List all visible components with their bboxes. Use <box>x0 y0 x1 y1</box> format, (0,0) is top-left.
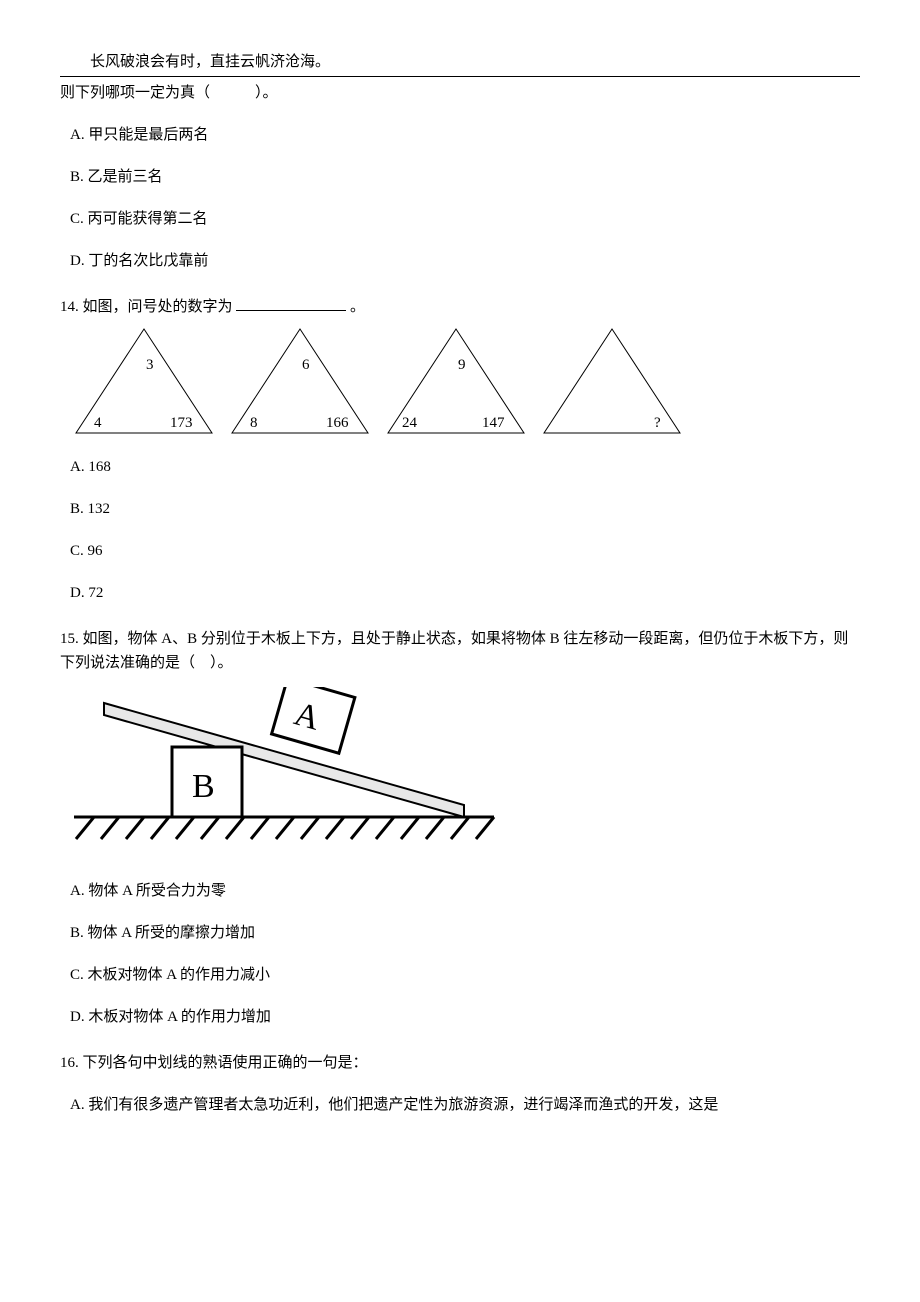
q15-option-b: B. 物体 A 所受的摩擦力增加 <box>70 921 860 945</box>
q14-option-c: C. 96 <box>70 539 860 563</box>
q16-option-a: A. 我们有很多遗产管理者太急功近利，他们把遗产定性为旅游资源，进行竭泽而渔式的… <box>70 1093 860 1117</box>
q15-stem: 15. 如图，物体 A、B 分别位于木板上下方，且处于静止状态，如果将物体 B … <box>60 627 860 675</box>
q13-option-b: B. 乙是前三名 <box>70 165 860 189</box>
tri1-right: 173 <box>170 411 193 435</box>
q14-stem: 14. 如图，问号处的数字为 。 <box>60 295 860 319</box>
triangle-shape <box>70 325 218 437</box>
triangle-shape <box>538 325 686 437</box>
q14-stem-suffix: 。 <box>350 299 365 315</box>
q14-triangle-3: 9 24 147 <box>382 325 530 437</box>
triangle-shape <box>226 325 374 437</box>
q14-option-a: A. 168 <box>70 455 860 479</box>
q15-option-a: A. 物体 A 所受合力为零 <box>70 879 860 903</box>
q16-stem: 16. 下列各句中划线的熟语使用正确的一句是： <box>60 1051 860 1075</box>
page-header-quote: 长风破浪会有时，直挂云帆济沧海。 <box>60 50 860 77</box>
q14-figure: 3 4 173 6 8 166 9 24 147 ? <box>70 325 860 437</box>
q15-option-c: C. 木板对物体 A 的作用力减小 <box>70 963 860 987</box>
tri2-right: 166 <box>326 411 349 435</box>
q13-option-d: D. 丁的名次比戊靠前 <box>70 249 860 273</box>
ground-hatch <box>76 817 494 839</box>
q13-option-c: C. 丙可能获得第二名 <box>70 207 860 231</box>
q14-option-d: D. 72 <box>70 581 860 605</box>
tri3-left: 24 <box>402 411 417 435</box>
q15-option-d: D. 木板对物体 A 的作用力增加 <box>70 1005 860 1029</box>
tri1-top: 3 <box>146 353 154 377</box>
tri3-top: 9 <box>458 353 466 377</box>
q14-blank <box>236 310 346 311</box>
q14-triangle-4: ? <box>538 325 686 437</box>
q14-triangle-1: 3 4 173 <box>70 325 218 437</box>
tri4-right: ? <box>654 411 661 435</box>
q13-option-a: A. 甲只能是最后两名 <box>70 123 860 147</box>
block-a-group: A <box>272 687 355 753</box>
tri3-right: 147 <box>482 411 505 435</box>
q14-option-b: B. 132 <box>70 497 860 521</box>
q15-figure: B A <box>64 687 860 855</box>
q13-stem: 则下列哪项一定为真（ ）。 <box>60 81 860 105</box>
tri2-top: 6 <box>302 353 310 377</box>
q15: 15. 如图，物体 A、B 分别位于木板上下方，且处于静止状态，如果将物体 B … <box>60 627 860 1029</box>
q16: 16. 下列各句中划线的熟语使用正确的一句是： A. 我们有很多遗产管理者太急功… <box>60 1051 860 1117</box>
q14-stem-prefix: 14. 如图，问号处的数字为 <box>60 299 233 315</box>
tri2-left: 8 <box>250 411 258 435</box>
physics-svg: B A <box>64 687 504 847</box>
tri1-left: 4 <box>94 411 102 435</box>
block-b-label: B <box>192 768 215 805</box>
q14: 14. 如图，问号处的数字为 。 3 4 173 6 8 166 9 24 <box>60 295 860 605</box>
q14-triangle-2: 6 8 166 <box>226 325 374 437</box>
